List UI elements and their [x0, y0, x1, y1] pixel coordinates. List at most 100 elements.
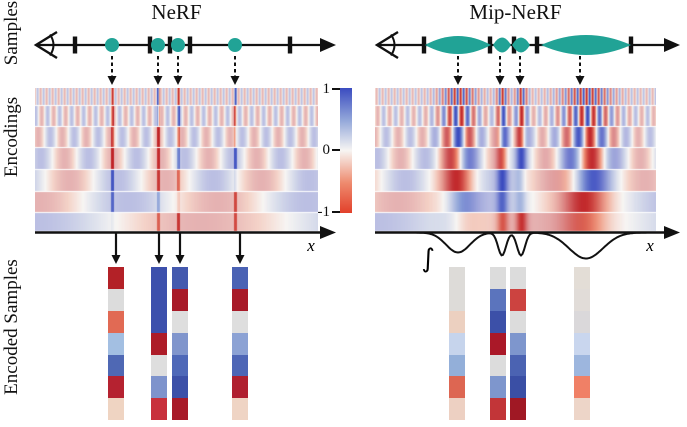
colorbar-tick-top-mark: [332, 88, 340, 90]
encoding-value-block: [490, 354, 506, 377]
encoding-value-block: [490, 288, 506, 311]
encoding-value-block: [490, 310, 506, 333]
encoding-value-block: [510, 288, 526, 311]
encoded-sample-column: [108, 267, 124, 421]
encoding-value-block: [510, 267, 526, 289]
encoding-value-block: [574, 376, 590, 399]
ray-arrowhead-icon: [320, 38, 336, 52]
encoding-value-block: [108, 376, 124, 399]
ray-tick-mark: [187, 36, 193, 54]
encoding-value-block: [232, 288, 248, 311]
dashed-arrowhead-icon: [453, 76, 463, 85]
colorbar-tick-bottom-mark: [332, 211, 340, 213]
encoding-value-block: [151, 332, 167, 355]
point-sample-dot: [171, 38, 185, 52]
encoding-value-block: [449, 310, 465, 333]
encoding-value-block: [232, 310, 248, 333]
encoding-value-block: [449, 354, 465, 377]
encoding-value-block: [574, 288, 590, 311]
axis-arrowhead-icon: [320, 226, 336, 239]
encoding-value-block: [449, 332, 465, 355]
encoding-value-block: [151, 398, 167, 421]
integrated-gaussian-curve: [415, 231, 651, 260]
x-axis-label-left: x: [306, 236, 315, 255]
ray-tick-mark: [167, 36, 173, 54]
encoding-value-block: [172, 288, 188, 311]
axis-arrowhead-icon: [664, 226, 680, 239]
gaussian-sample-lens: [512, 37, 530, 53]
dashed-arrowhead-icon: [153, 76, 163, 85]
encoded-sample-column: [574, 267, 590, 421]
encoding-value-block: [490, 376, 506, 399]
ray-tick-mark: [534, 36, 540, 54]
point-sample-dot: [105, 38, 119, 52]
encoding-value-block: [108, 267, 124, 289]
encoding-value-block: [151, 376, 167, 399]
encoded-sample-column: [490, 267, 506, 421]
encoding-value-block: [151, 310, 167, 333]
colorbar-gradient: [340, 88, 352, 213]
encoding-value-block: [510, 310, 526, 333]
nerf-title: NeRF: [151, 0, 202, 24]
encoding-value-block: [172, 376, 188, 399]
encoding-value-block: [172, 398, 188, 421]
colorbar-label-1: 1: [322, 81, 331, 97]
encoding-value-block: [172, 267, 188, 289]
encoding-value-block: [232, 267, 248, 289]
encoding-value-block: [490, 267, 506, 289]
gaussian-sample-lens: [425, 36, 491, 54]
ray-tick-mark: [287, 36, 293, 54]
encoding-value-block: [108, 310, 124, 333]
encoding-value-block: [232, 398, 248, 421]
lookup-arrowhead-icon: [235, 255, 245, 264]
encoding-value-block: [574, 398, 590, 421]
encoded-sample-column: [232, 267, 248, 421]
encoding-value-block: [449, 398, 465, 421]
encoding-value-block: [172, 354, 188, 377]
x-axis-label-right: x: [645, 236, 654, 255]
encoding-value-block: [151, 267, 167, 289]
ray-arrowhead-icon: [664, 38, 680, 52]
encoding-value-block: [490, 332, 506, 355]
lookup-arrowhead-icon: [175, 255, 185, 264]
encoding-value-block: [151, 354, 167, 377]
encoding-value-block: [232, 376, 248, 399]
mipnerf-encodings-heatmap: [375, 88, 656, 232]
ray-tick-mark: [421, 36, 427, 54]
dashed-arrowhead-icon: [230, 76, 240, 85]
encoding-value-block: [172, 332, 188, 355]
colorbar-label-0: 0: [322, 142, 331, 158]
encoding-value-block: [172, 310, 188, 333]
colorbar: 1 0 -1: [316, 81, 352, 220]
encoded-sample-column: [172, 267, 188, 421]
gaussian-sample-lens: [493, 37, 511, 53]
encoding-value-block: [449, 376, 465, 399]
encoding-value-block: [574, 310, 590, 333]
encoding-value-block: [449, 288, 465, 311]
eye-arc-icon: [49, 33, 55, 57]
nerf-encodings-heatmap: [35, 88, 318, 232]
eye-arc-icon: [390, 33, 396, 57]
dashed-arrowhead-icon: [107, 76, 117, 85]
encoding-value-block: [574, 354, 590, 377]
colorbar-tick-mid-mark: [332, 149, 340, 151]
encoding-value-block: [151, 288, 167, 311]
encoding-value-block: [510, 376, 526, 399]
encoding-value-block: [108, 354, 124, 377]
point-sample-dot: [151, 38, 165, 52]
mipnerf-title: Mip-NeRF: [469, 0, 562, 24]
encoding-value-block: [108, 332, 124, 355]
lookup-arrowhead-icon: [111, 255, 121, 264]
gaussian-sample-lens: [541, 35, 631, 55]
encoding-value-block: [510, 332, 526, 355]
encoding-value-block: [490, 398, 506, 421]
encoding-value-block: [449, 267, 465, 289]
encoded-sample-column: [449, 267, 465, 421]
encoding-value-block: [232, 332, 248, 355]
ray-tick-mark: [147, 36, 153, 54]
encoding-value-block: [108, 398, 124, 421]
encoding-value-block: [510, 398, 526, 421]
encoding-value-block: [232, 354, 248, 377]
